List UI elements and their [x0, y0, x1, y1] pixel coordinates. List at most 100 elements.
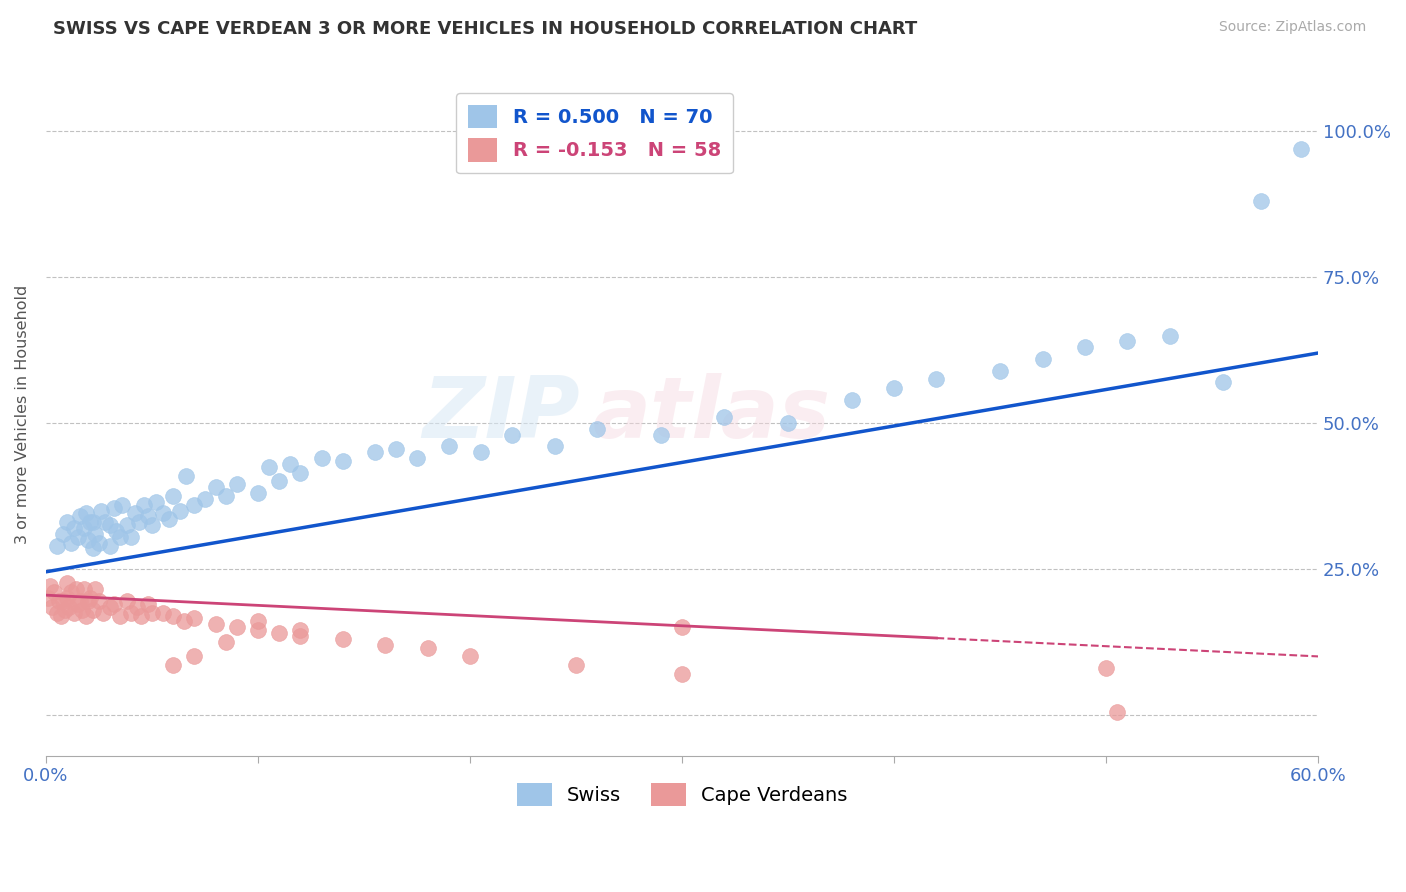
Point	[162, 489, 184, 503]
Point	[131, 608, 153, 623]
Point	[332, 632, 354, 646]
Point	[48, 594, 70, 608]
Point	[183, 611, 205, 625]
Point	[87, 535, 110, 549]
Point	[73, 582, 96, 597]
Point	[544, 439, 567, 453]
Point	[65, 582, 87, 597]
Point	[1159, 328, 1181, 343]
Point	[311, 451, 333, 466]
Point	[204, 617, 226, 632]
Text: SWISS VS CAPE VERDEAN 3 OR MORE VEHICLES IN HOUSEHOLD CORRELATION CHART: SWISS VS CAPE VERDEAN 3 OR MORE VEHICLES…	[53, 20, 918, 37]
Point	[169, 503, 191, 517]
Point	[124, 507, 146, 521]
Point	[39, 579, 62, 593]
Point	[60, 585, 83, 599]
Point	[120, 530, 142, 544]
Point	[73, 521, 96, 535]
Point	[49, 608, 72, 623]
Point	[37, 591, 59, 605]
Point	[111, 498, 134, 512]
Text: atlas: atlas	[593, 373, 831, 456]
Point	[290, 629, 312, 643]
Point	[290, 466, 312, 480]
Point	[79, 515, 101, 529]
Point	[69, 509, 91, 524]
Point	[194, 491, 217, 506]
Point	[77, 533, 100, 547]
Point	[104, 524, 127, 538]
Point	[1074, 340, 1097, 354]
Point	[75, 608, 97, 623]
Point	[62, 521, 84, 535]
Point	[82, 603, 104, 617]
Point	[332, 454, 354, 468]
Point	[44, 585, 66, 599]
Point	[52, 594, 75, 608]
Point	[1031, 351, 1053, 366]
Point	[56, 576, 79, 591]
Point	[108, 608, 131, 623]
Point	[1250, 194, 1272, 209]
Point	[215, 489, 238, 503]
Point	[53, 603, 76, 617]
Point	[98, 599, 121, 614]
Point	[103, 597, 125, 611]
Point	[257, 459, 280, 474]
Point	[58, 599, 80, 614]
Point	[136, 597, 159, 611]
Point	[56, 515, 79, 529]
Point	[82, 541, 104, 556]
Point	[52, 527, 75, 541]
Point	[152, 507, 174, 521]
Point	[671, 620, 693, 634]
Point	[246, 623, 269, 637]
Point	[115, 518, 138, 533]
Point	[91, 606, 114, 620]
Legend: Swiss, Cape Verdeans: Swiss, Cape Verdeans	[509, 775, 855, 814]
Point	[141, 606, 163, 620]
Point	[115, 594, 138, 608]
Point	[374, 638, 396, 652]
Point	[778, 416, 800, 430]
Point	[1116, 334, 1139, 349]
Point	[83, 527, 105, 541]
Point	[66, 597, 89, 611]
Point	[925, 372, 948, 386]
Point	[41, 599, 63, 614]
Point	[77, 594, 100, 608]
Point	[363, 445, 385, 459]
Point	[94, 515, 117, 529]
Point	[269, 626, 291, 640]
Point	[883, 381, 905, 395]
Point	[1095, 661, 1118, 675]
Point	[565, 658, 588, 673]
Point	[162, 608, 184, 623]
Point	[290, 623, 312, 637]
Point	[437, 439, 460, 453]
Point	[162, 658, 184, 673]
Point	[127, 599, 149, 614]
Point	[385, 442, 408, 457]
Point	[225, 477, 247, 491]
Point	[70, 603, 93, 617]
Point	[406, 451, 429, 466]
Point	[132, 498, 155, 512]
Point	[45, 606, 67, 620]
Point	[98, 518, 121, 533]
Point	[225, 620, 247, 634]
Point	[75, 507, 97, 521]
Point	[69, 594, 91, 608]
Point	[141, 518, 163, 533]
Point	[278, 457, 301, 471]
Point	[145, 495, 167, 509]
Point	[66, 530, 89, 544]
Point	[82, 515, 104, 529]
Point	[841, 392, 863, 407]
Point	[90, 503, 112, 517]
Text: ZIP: ZIP	[423, 373, 581, 456]
Point	[62, 606, 84, 620]
Point	[470, 445, 492, 459]
Point	[56, 591, 79, 605]
Point	[246, 486, 269, 500]
